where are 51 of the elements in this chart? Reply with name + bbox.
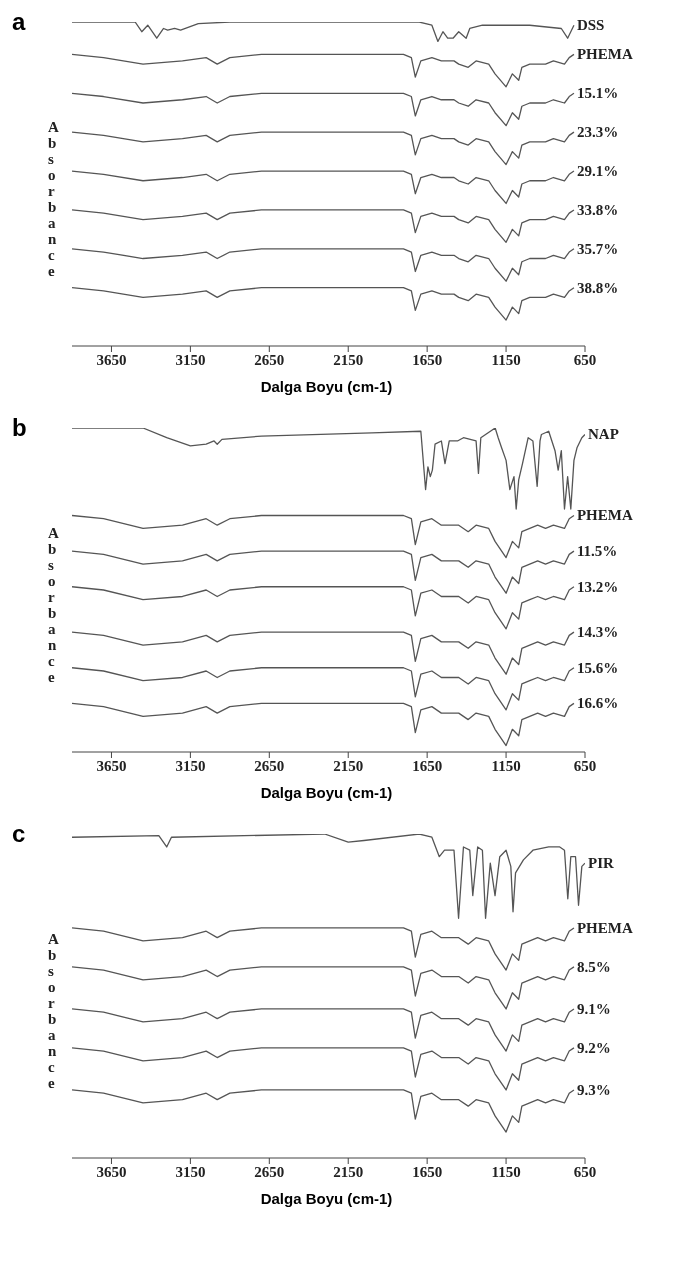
- x-axis-title: Dalga Boyu (cm-1): [259, 1190, 394, 1207]
- x-tick-label: 2650: [254, 1163, 285, 1180]
- x-tick-label: 650: [573, 757, 597, 774]
- x-tick-label: 2150: [333, 757, 364, 774]
- series-label: 8.5%: [576, 958, 611, 975]
- text: Absorbance: [48, 525, 59, 685]
- x-axis-title: Dalga Boyu (cm-1): [259, 378, 394, 395]
- x-tick-label: 1650: [412, 351, 443, 368]
- x-tick-label: 1150: [491, 757, 521, 774]
- x-tick-label: 1150: [491, 1163, 521, 1180]
- x-tick-label: 3150: [175, 1163, 206, 1180]
- series-label: PIR: [588, 855, 614, 872]
- series-label: 35.7%: [576, 240, 619, 257]
- series-label: 9.1%: [576, 1000, 611, 1017]
- x-tick-label: 3150: [175, 351, 206, 368]
- x-tick-label: 3650: [96, 351, 127, 368]
- x-tick-label: 3650: [96, 757, 127, 774]
- series-label: PHEMA: [576, 46, 633, 63]
- x-axis-title: Dalga Boyu (cm-1): [259, 784, 394, 801]
- x-tick-label: 3650: [96, 1163, 127, 1180]
- x-tick-label: 2150: [333, 1163, 364, 1180]
- series-label: PHEMA: [576, 919, 633, 936]
- series-label: 16.6%: [576, 695, 619, 712]
- series-label: 15.6%: [576, 659, 619, 676]
- series-label: 29.1%: [576, 163, 619, 180]
- x-tick-label: 3150: [175, 757, 206, 774]
- series-label: 15.1%: [576, 85, 619, 102]
- text: Absorbance: [48, 119, 59, 279]
- x-tick-label: 650: [573, 351, 597, 368]
- series-label: 9.3%: [576, 1081, 611, 1098]
- text: Absorbance: [48, 931, 59, 1091]
- series-label: 11.5%: [576, 543, 618, 560]
- series-label: DSS: [576, 17, 605, 34]
- x-tick-label: 650: [573, 1163, 597, 1180]
- x-tick-label: 1150: [491, 351, 521, 368]
- chart-title: c: [12, 820, 26, 848]
- series-label: PHEMA: [576, 507, 633, 524]
- chart-title: b: [12, 414, 27, 442]
- chart-title: a: [12, 8, 26, 36]
- x-tick-label: 1650: [412, 1163, 443, 1180]
- series-label: NAP: [588, 426, 619, 443]
- x-tick-label: 1650: [412, 757, 443, 774]
- series-label: 13.2%: [576, 578, 619, 595]
- x-tick-label: 2150: [333, 351, 364, 368]
- series-label: 23.3%: [576, 124, 619, 141]
- series-label: 14.3%: [576, 624, 619, 641]
- series-label: 33.8%: [576, 201, 619, 218]
- x-tick-label: 2650: [254, 757, 285, 774]
- series-label: 38.8%: [576, 279, 619, 296]
- x-tick-label: 2650: [254, 351, 285, 368]
- series-label: 9.2%: [576, 1039, 611, 1056]
